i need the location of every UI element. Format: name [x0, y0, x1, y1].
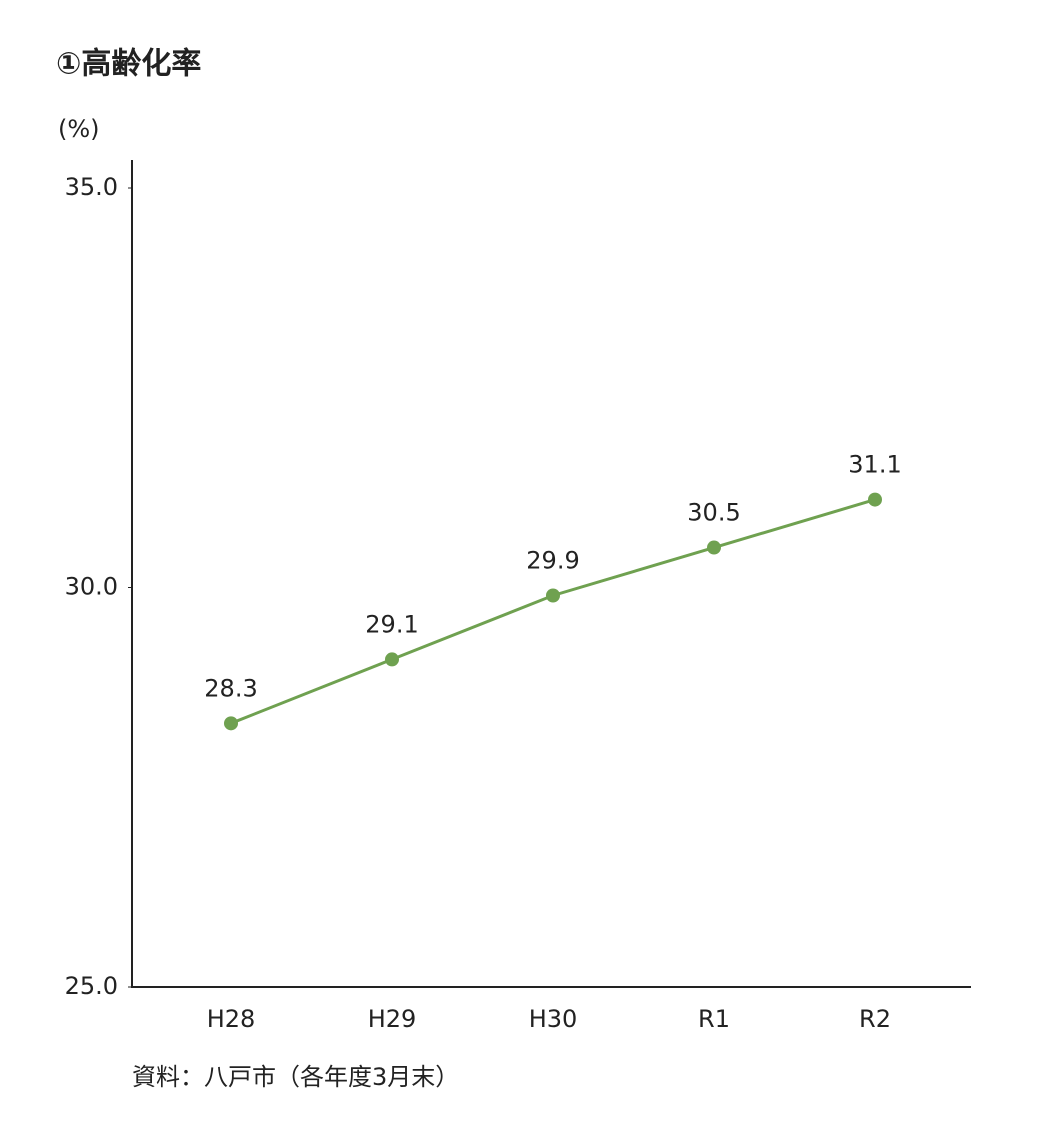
data-label: 30.5	[687, 499, 740, 527]
line	[230, 498, 876, 725]
marker	[546, 588, 560, 603]
source-note: 資料：八戸市（各年度3月末）	[132, 1063, 459, 1091]
x-tick-label: H30	[529, 1005, 578, 1033]
marker	[224, 716, 238, 731]
data-label: 31.1	[848, 451, 901, 479]
marker	[707, 540, 721, 555]
x-tick-label: H28	[207, 1005, 256, 1033]
marker	[868, 492, 882, 507]
data-label: 28.3	[204, 674, 257, 702]
y-tick-label: 30.0	[65, 573, 118, 601]
x-tick-label: H29	[368, 1005, 417, 1033]
y-tick-label: 35.0	[65, 173, 118, 201]
x-tick-label: R2	[859, 1005, 891, 1033]
y-axis-label: (%)	[58, 115, 100, 143]
x-tick-label: R1	[698, 1005, 730, 1033]
data-label: 29.9	[526, 546, 579, 574]
y-tick-label: 25.0	[65, 972, 118, 1000]
marker	[385, 652, 399, 667]
chart-title: ①高齢化率	[56, 47, 201, 82]
data-label: 29.1	[365, 610, 418, 638]
